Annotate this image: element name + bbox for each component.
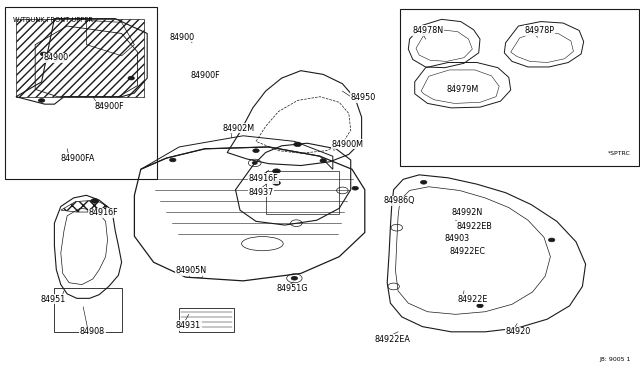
- Circle shape: [477, 304, 483, 308]
- Text: 84920: 84920: [506, 327, 531, 336]
- Text: 84922E: 84922E: [458, 295, 488, 304]
- Bar: [16, 19, 144, 97]
- Text: 84986Q: 84986Q: [384, 196, 415, 205]
- Text: 84937: 84937: [248, 188, 273, 197]
- Text: 84916F: 84916F: [248, 174, 278, 183]
- Text: 84900F: 84900F: [95, 102, 124, 110]
- Circle shape: [273, 169, 280, 173]
- Text: 84922EB: 84922EB: [457, 222, 493, 231]
- Bar: [5, 7, 157, 179]
- Bar: [179, 308, 234, 332]
- Text: 84922EC: 84922EC: [450, 247, 486, 256]
- Text: 84992N: 84992N: [451, 208, 483, 217]
- Text: 84950: 84950: [351, 93, 376, 102]
- Bar: [266, 171, 339, 214]
- Text: 84916F: 84916F: [88, 208, 118, 217]
- Text: 84908: 84908: [80, 327, 105, 336]
- Text: 84903: 84903: [445, 234, 470, 243]
- Circle shape: [253, 149, 259, 153]
- Text: *SPTRC: *SPTRC: [608, 151, 631, 156]
- Circle shape: [96, 102, 102, 106]
- Text: 84900: 84900: [170, 33, 195, 42]
- Text: 84931: 84931: [176, 321, 201, 330]
- Bar: [54, 288, 122, 332]
- Circle shape: [273, 181, 280, 185]
- Text: 84922EA: 84922EA: [374, 335, 410, 344]
- Text: J8: 9005 1: J8: 9005 1: [599, 357, 630, 362]
- Text: 84951: 84951: [40, 295, 65, 304]
- Circle shape: [91, 199, 99, 203]
- Circle shape: [548, 238, 555, 242]
- Circle shape: [291, 276, 298, 280]
- Circle shape: [170, 158, 176, 162]
- Circle shape: [128, 76, 134, 80]
- Circle shape: [420, 180, 427, 184]
- Text: 84900: 84900: [44, 53, 68, 62]
- Text: W/TRUNK FRONT UPPER: W/TRUNK FRONT UPPER: [13, 17, 93, 23]
- Text: 84951G: 84951G: [276, 284, 308, 293]
- Text: 84979M: 84979M: [447, 85, 479, 94]
- Circle shape: [40, 52, 47, 56]
- Text: 84978N: 84978N: [413, 26, 444, 35]
- Text: 84978P: 84978P: [525, 26, 555, 35]
- Circle shape: [294, 142, 301, 147]
- Text: 84900FA: 84900FA: [61, 154, 95, 163]
- Circle shape: [352, 186, 358, 190]
- Circle shape: [38, 99, 45, 102]
- Text: 84900M: 84900M: [332, 140, 364, 149]
- Bar: [400, 9, 639, 166]
- Text: 84900F: 84900F: [191, 71, 220, 80]
- Circle shape: [252, 161, 257, 164]
- Text: 84905N: 84905N: [176, 266, 207, 275]
- Circle shape: [320, 159, 326, 163]
- Text: 84902M: 84902M: [223, 124, 255, 133]
